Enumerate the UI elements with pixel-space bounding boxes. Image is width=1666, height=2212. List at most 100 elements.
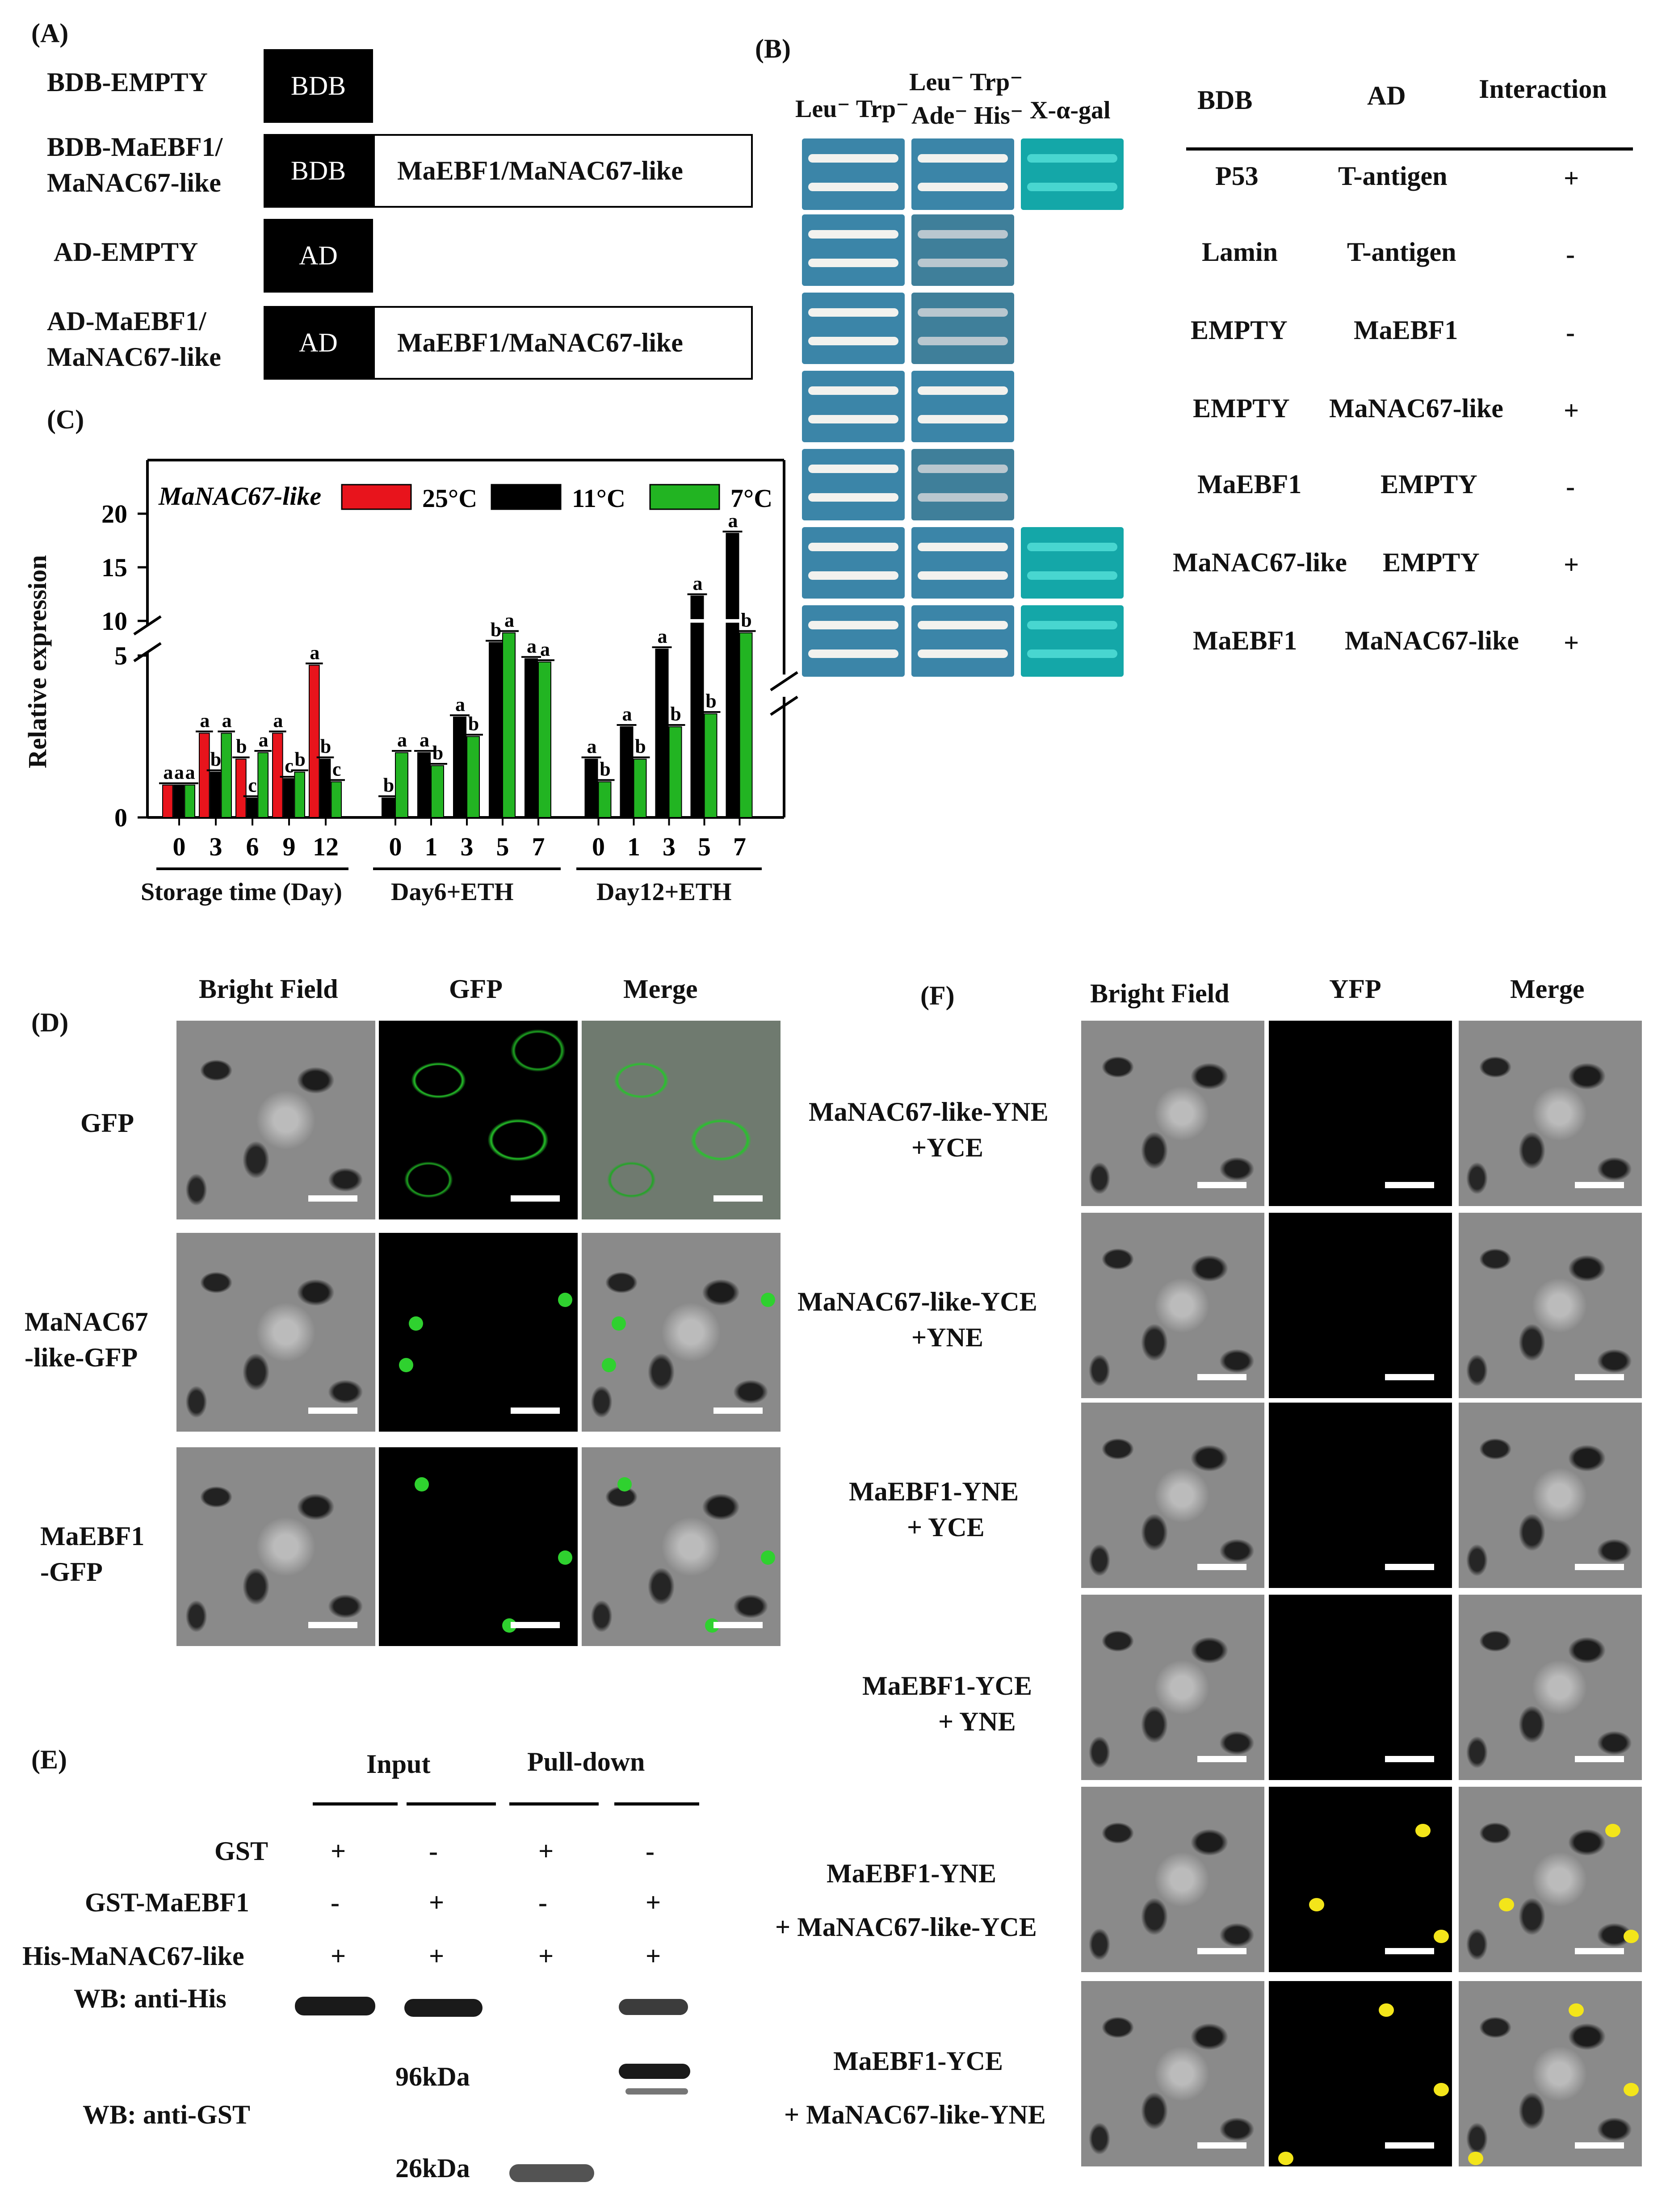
merge-image bbox=[582, 1021, 781, 1219]
gfp-nucleus-signal bbox=[601, 1358, 616, 1373]
row-label-nac-1: MaNAC67 bbox=[25, 1307, 148, 1336]
table-cell-bdb: MaEBF1 bbox=[1197, 469, 1302, 499]
significance-letter: a bbox=[222, 710, 232, 732]
lane-underline bbox=[509, 1802, 599, 1806]
table-cell-bdb: EMPTY bbox=[1191, 315, 1288, 345]
yeast-streak bbox=[808, 571, 899, 580]
western-band bbox=[619, 1999, 688, 2015]
table-cell-ad: T-antigen bbox=[1338, 161, 1448, 191]
header-pull-down: Pull-down bbox=[527, 1747, 645, 1776]
significance-letter: a bbox=[174, 762, 184, 783]
significance-letter: b bbox=[741, 609, 751, 631]
pulldown-sign: + bbox=[429, 1888, 445, 1917]
western-band bbox=[295, 1997, 375, 2015]
bdb-block: BDB bbox=[264, 134, 373, 208]
table-header-ad: AD bbox=[1367, 81, 1406, 110]
scale-bar bbox=[1575, 1756, 1624, 1762]
bifc-row-label-2: + YCE bbox=[907, 1512, 985, 1542]
scale-bar bbox=[1575, 1374, 1624, 1380]
table-cell-ad: MaNAC67-like bbox=[1329, 394, 1503, 423]
bar bbox=[199, 733, 210, 818]
bar bbox=[502, 632, 516, 818]
gfp-nucleus-signal bbox=[760, 1292, 775, 1307]
bar bbox=[525, 658, 538, 818]
merge-image bbox=[1459, 1403, 1642, 1588]
table-cell-ad: EMPTY bbox=[1381, 469, 1477, 499]
insert-box: MaEBF1/MaNAC67-like bbox=[373, 134, 753, 208]
bar bbox=[319, 758, 331, 818]
mw-96kda: 96kDa bbox=[395, 2062, 470, 2091]
yfp-signal bbox=[1434, 1929, 1449, 1943]
yeast-streak bbox=[917, 230, 1008, 239]
yfp-signal bbox=[1605, 1824, 1620, 1837]
scale-bar bbox=[1575, 1564, 1624, 1570]
pulldown-sign: + bbox=[538, 1941, 554, 1971]
merge-image bbox=[582, 1447, 781, 1646]
bar bbox=[395, 752, 408, 818]
yeast-plate bbox=[1021, 605, 1124, 677]
yeast-streak bbox=[808, 386, 899, 395]
scale-bar bbox=[1575, 1948, 1624, 1954]
medium-ddo-label: Leu⁻ Trp⁻ bbox=[795, 95, 909, 123]
panel-c-label: (C) bbox=[47, 405, 84, 434]
row-label-gfp: GFP bbox=[80, 1108, 134, 1138]
pulldown-sign: - bbox=[646, 1836, 655, 1866]
axis-break-mark bbox=[770, 671, 798, 691]
ad-block: AD bbox=[264, 306, 373, 380]
yeast-streak bbox=[917, 621, 1008, 630]
merge-image bbox=[1459, 1981, 1642, 2166]
yeast-streak bbox=[808, 465, 899, 473]
row-label-ebf1-2: -GFP bbox=[40, 1557, 103, 1587]
pulldown-row-label: His-MaNAC67-like bbox=[22, 1941, 244, 1971]
table-header-interaction: Interaction bbox=[1479, 74, 1607, 104]
lane-underline bbox=[407, 1802, 496, 1806]
bar bbox=[538, 662, 551, 818]
bar bbox=[221, 733, 232, 818]
yfp-signal bbox=[1468, 2151, 1483, 2165]
table-cell-ad: MaNAC67-like bbox=[1345, 626, 1519, 655]
yeast-streak bbox=[917, 543, 1008, 552]
significance-letter: a bbox=[273, 710, 283, 732]
significance-letter: a bbox=[259, 729, 269, 751]
bifc-row-label-2: +YCE bbox=[911, 1133, 983, 1162]
table-cell-interaction: - bbox=[1566, 472, 1575, 501]
pulldown-sign: - bbox=[331, 1888, 340, 1917]
yfp-signal bbox=[1434, 2083, 1449, 2097]
table-cell-interaction: - bbox=[1566, 239, 1575, 269]
x-tick-label: 5 bbox=[698, 832, 711, 861]
pulldown-sign: + bbox=[331, 1836, 346, 1866]
significance-letter: c bbox=[332, 758, 341, 780]
y-tick-label: 5 bbox=[114, 641, 127, 670]
legend-swatch bbox=[341, 484, 412, 510]
yfp-image bbox=[1269, 1981, 1452, 2166]
significance-letter: a bbox=[504, 609, 514, 631]
bifc-row-label-2: + YNE bbox=[938, 1707, 1016, 1736]
table-cell-ad: MaEBF1 bbox=[1354, 315, 1458, 345]
bright-field-image bbox=[1081, 1787, 1264, 1972]
bar bbox=[704, 713, 718, 818]
panel-b-label: (B) bbox=[755, 34, 791, 63]
yeast-streak bbox=[917, 183, 1008, 192]
yeast-plate bbox=[911, 293, 1014, 364]
bdb-block: BDB bbox=[264, 49, 373, 123]
significance-letter: b bbox=[294, 749, 305, 771]
yeast-streak bbox=[1027, 543, 1118, 552]
construct-label-bdb-fusion-1: BDB-MaEBF1/ bbox=[47, 132, 223, 162]
gfp-nucleus-signal bbox=[415, 1477, 429, 1491]
yeast-streak bbox=[808, 493, 899, 502]
scale-bar bbox=[1385, 1374, 1434, 1380]
col-header-bright-field: Bright Field bbox=[199, 974, 338, 1004]
yeast-plate bbox=[911, 214, 1014, 286]
yeast-plate bbox=[802, 293, 905, 364]
legend-label: 11°C bbox=[572, 484, 625, 513]
group-label-day12: Day12+ETH bbox=[596, 878, 732, 906]
western-band bbox=[509, 2164, 594, 2182]
significance-letter: a bbox=[310, 641, 319, 663]
x-tick-label: 7 bbox=[532, 832, 545, 861]
table-cell-bdb: Lamin bbox=[1202, 237, 1278, 267]
significance-letter: a bbox=[420, 729, 429, 751]
yeast-plate bbox=[802, 371, 905, 442]
scale-bar bbox=[1197, 2142, 1246, 2149]
yfp-signal bbox=[1379, 2003, 1394, 2017]
